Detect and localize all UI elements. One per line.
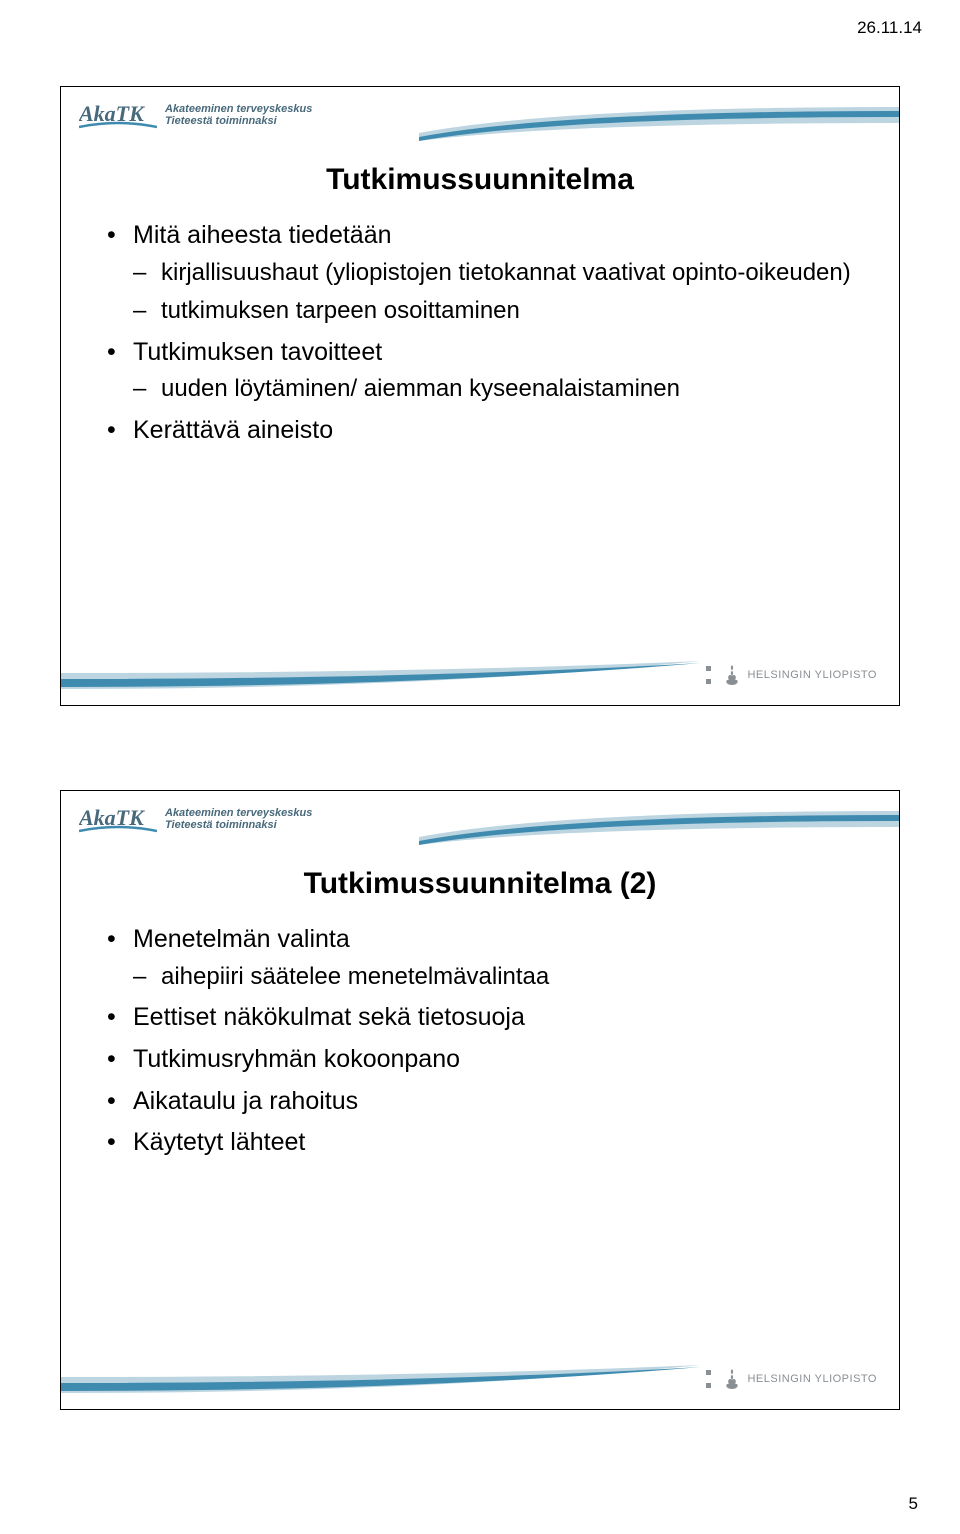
university-flame-icon xyxy=(725,1369,739,1389)
slide-title: Tutkimussuunnitelma xyxy=(61,163,899,197)
page-date: 26.11.14 xyxy=(857,18,922,38)
slide-content: Menetelmän valinta aihepiiri säätelee me… xyxy=(61,923,899,1160)
bullet-item: Kerättävä aineisto xyxy=(107,414,853,448)
bullet-item: Eettiset näkökulmat sekä tietosuoja xyxy=(107,1001,853,1035)
bullet-text: Käytetyt lähteet xyxy=(133,1128,305,1156)
footer-org-label: HELSINGIN YLIOPISTO xyxy=(747,1373,877,1385)
bullet-text: Kerättävä aineisto xyxy=(133,416,333,444)
sub-bullet-item: aihepiiri säätelee menetelmävalintaa xyxy=(133,961,853,993)
footer-dots-icon xyxy=(706,1370,711,1388)
footer-dots-icon xyxy=(706,666,711,684)
bullet-text: Mitä aiheesta tiedetään xyxy=(133,221,392,249)
slide-footer: HELSINGIN YLIOPISTO xyxy=(61,645,899,705)
slide-title: Tutkimussuunnitelma (2) xyxy=(61,867,899,901)
sub-bullet-item: kirjallisuushaut (yliopistojen tietokann… xyxy=(133,257,853,289)
bullet-item: Käytetyt lähteet xyxy=(107,1126,853,1160)
footer-brand: HELSINGIN YLIOPISTO xyxy=(706,665,877,685)
brand-line2: Tieteestä toiminnaksi xyxy=(165,115,312,127)
brand-logo: AkaTK Akateeminen terveyskeskus Tieteest… xyxy=(79,99,312,131)
bullet-item: Mitä aiheesta tiedetään kirjallisuushaut… xyxy=(107,219,853,328)
slide-1: AkaTK Akateeminen terveyskeskus Tieteest… xyxy=(60,86,900,706)
sub-bullet-item: uuden löytäminen/ aiemman kyseenalaistam… xyxy=(133,373,853,405)
footer-swoosh-icon xyxy=(61,655,701,695)
bullet-text: Tutkimusryhmän kokoonpano xyxy=(133,1045,460,1073)
header-swoosh-icon xyxy=(419,103,899,141)
bullet-item: Tutkimusryhmän kokoonpano xyxy=(107,1043,853,1077)
bullet-text: Menetelmän valinta xyxy=(133,925,350,953)
slide-2: AkaTK Akateeminen terveyskeskus Tieteest… xyxy=(60,790,900,1410)
bullet-text: Eettiset näkökulmat sekä tietosuoja xyxy=(133,1003,525,1031)
sub-bullet-item: tutkimuksen tarpeen osoittaminen xyxy=(133,295,853,327)
akatk-logo-icon: AkaTK xyxy=(79,99,157,131)
footer-brand: HELSINGIN YLIOPISTO xyxy=(706,1369,877,1389)
slide-header: AkaTK Akateeminen terveyskeskus Tieteest… xyxy=(61,791,899,861)
brand-logo: AkaTK Akateeminen terveyskeskus Tieteest… xyxy=(79,803,312,835)
bullet-item: Tutkimuksen tavoitteet uuden löytäminen/… xyxy=(107,336,853,406)
bullet-item: Aikataulu ja rahoitus xyxy=(107,1085,853,1119)
brand-line2: Tieteestä toiminnaksi xyxy=(165,819,312,831)
bullet-item: Menetelmän valinta aihepiiri säätelee me… xyxy=(107,923,853,993)
header-swoosh-icon xyxy=(419,807,899,845)
university-flame-icon xyxy=(725,665,739,685)
brand-line1: Akateeminen terveyskeskus xyxy=(165,103,312,115)
slide-footer: HELSINGIN YLIOPISTO xyxy=(61,1349,899,1409)
slide-header: AkaTK Akateeminen terveyskeskus Tieteest… xyxy=(61,87,899,157)
bullet-text: Aikataulu ja rahoitus xyxy=(133,1087,358,1115)
brand-line1: Akateeminen terveyskeskus xyxy=(165,807,312,819)
footer-org-label: HELSINGIN YLIOPISTO xyxy=(747,669,877,681)
akatk-logo-icon: AkaTK xyxy=(79,803,157,835)
page-number: 5 xyxy=(909,1494,918,1514)
slide-content: Mitä aiheesta tiedetään kirjallisuushaut… xyxy=(61,219,899,447)
footer-swoosh-icon xyxy=(61,1359,701,1399)
bullet-text: Tutkimuksen tavoitteet xyxy=(133,338,382,366)
